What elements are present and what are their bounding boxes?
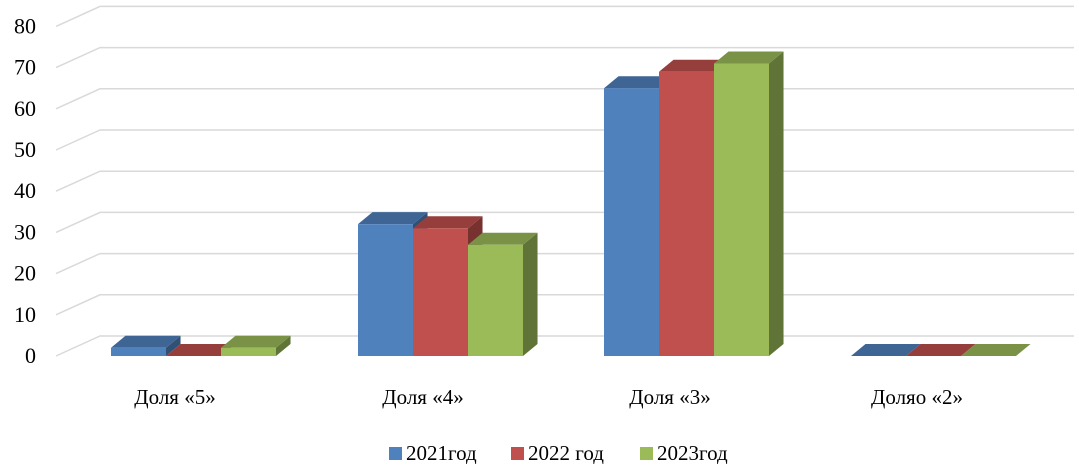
gridline xyxy=(55,46,1074,69)
bar-top xyxy=(714,51,784,64)
bar-side xyxy=(769,51,784,356)
x-tick-label: Доля «5» xyxy=(134,385,215,409)
y-tick-label: 50 xyxy=(14,137,36,162)
y-tick-label: 30 xyxy=(14,219,36,244)
y-axis-ticks: 0 10 20 30 40 50 60 70 80 xyxy=(14,13,36,368)
bar-side xyxy=(276,335,291,356)
bar-front xyxy=(358,224,413,356)
legend-label: 2023год xyxy=(657,441,728,465)
bar-top xyxy=(413,216,483,229)
legend-swatch xyxy=(640,447,653,460)
bar-front xyxy=(714,63,769,356)
bar-side xyxy=(523,232,538,356)
y-tick-label: 40 xyxy=(14,178,36,203)
gridline xyxy=(55,170,1074,192)
bar-side xyxy=(166,335,181,356)
legend: 2021год 2022 год 2023год xyxy=(389,441,728,465)
legend-entry: 2022 год xyxy=(511,441,604,465)
bar-front xyxy=(221,347,276,356)
legend-swatch xyxy=(389,447,402,460)
y-tick-label: 20 xyxy=(14,261,36,286)
legend-entry: 2021год xyxy=(389,441,477,465)
bars xyxy=(111,51,1031,356)
bar-front xyxy=(604,88,659,356)
bar-front xyxy=(111,347,166,356)
gridline xyxy=(55,294,1074,316)
bar xyxy=(221,335,291,356)
legend-label: 2022 год xyxy=(528,441,604,465)
gridline xyxy=(55,88,1074,110)
bar-top xyxy=(659,59,729,72)
bar-top xyxy=(111,335,181,348)
x-tick-label: Доля «3» xyxy=(629,385,710,409)
legend-swatch xyxy=(511,447,524,460)
bar xyxy=(961,344,1031,356)
y-tick-label: 10 xyxy=(14,302,36,327)
bar xyxy=(111,335,181,356)
bar-top xyxy=(166,344,236,356)
y-tick-label: 80 xyxy=(14,13,36,38)
bar xyxy=(906,344,976,356)
bar xyxy=(468,232,538,356)
x-tick-label: Доля «4» xyxy=(382,385,463,409)
y-tick-label: 70 xyxy=(14,55,36,80)
gridline xyxy=(55,211,1074,234)
bar-top xyxy=(468,232,538,245)
x-tick-label: Доляо «2» xyxy=(871,385,963,409)
gridline xyxy=(55,5,1074,28)
bar xyxy=(851,344,921,356)
legend-entry: 2023год xyxy=(640,441,728,465)
bar xyxy=(166,344,236,356)
bar-top xyxy=(221,335,291,348)
category-labels: Доля «5» Доля «4» Доля «3» Доляо «2» xyxy=(134,385,963,409)
bar-top xyxy=(961,344,1031,356)
legend-label: 2021год xyxy=(406,441,477,465)
gridline xyxy=(55,129,1074,151)
bar xyxy=(714,51,784,356)
bar-top xyxy=(851,344,921,356)
bar-top xyxy=(604,76,674,89)
bar-top xyxy=(906,344,976,356)
bar-front xyxy=(468,244,523,356)
y-tick-label: 60 xyxy=(14,96,36,121)
bar-top xyxy=(358,212,428,225)
gridline xyxy=(55,252,1074,275)
y-tick-label: 0 xyxy=(25,343,36,368)
gridlines xyxy=(55,5,1074,357)
bar-front xyxy=(413,228,468,356)
bar-front xyxy=(659,71,714,356)
